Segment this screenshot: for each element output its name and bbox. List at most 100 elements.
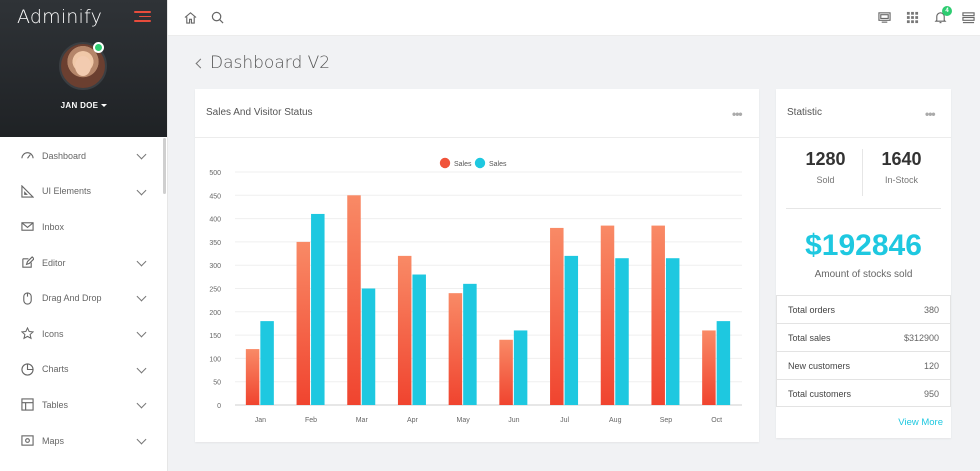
table-icon <box>20 398 34 412</box>
ruler-icon <box>20 184 34 198</box>
divider <box>862 149 863 196</box>
y-tick-label: 50 <box>213 380 221 387</box>
edit-icon <box>20 256 34 270</box>
y-tick-label: 200 <box>209 310 221 317</box>
stat-row-value: 380 <box>923 305 939 315</box>
x-tick-label: Mar <box>356 417 369 424</box>
search-icon[interactable] <box>210 10 224 24</box>
card-title: Sales And Visitor Status <box>206 107 313 118</box>
bar-aug-0 <box>600 225 615 405</box>
stock-value: 1640 <box>881 149 922 169</box>
sidebar-item-label: Icons <box>42 328 64 339</box>
stock-label: In-Stock <box>884 175 918 185</box>
stat-row-total-orders: Total orders 380 <box>776 295 951 323</box>
sidebar: Adminify JAN DOE Dashboard UI Elements I… <box>0 0 168 471</box>
sidebar-item-dashboard[interactable]: Dashboard <box>0 138 167 174</box>
amount-label: Amount of stocks sold <box>814 269 913 280</box>
user-menu[interactable]: JAN DOE <box>0 101 168 110</box>
list-menu-icon[interactable] <box>961 10 975 24</box>
caret-down-icon <box>101 104 108 108</box>
mail-icon <box>20 220 34 234</box>
bar-sep-0 <box>651 225 665 405</box>
card-header: Statistic ••• <box>776 89 951 138</box>
bar-may-1 <box>463 283 477 405</box>
brand-logo[interactable]: Adminify <box>17 6 103 28</box>
stat-row-value: $312900 <box>903 333 939 343</box>
y-tick-label: 350 <box>209 240 221 247</box>
sidebar-scrollbar[interactable] <box>163 138 166 194</box>
online-status-icon <box>93 42 104 53</box>
amount-value: $192846 <box>805 229 922 262</box>
bar-apr-0 <box>397 255 412 405</box>
stat-row-label: Total orders <box>788 305 836 315</box>
stat-row-total-sales: Total sales $312900 <box>776 323 951 351</box>
legend-marker <box>474 157 486 169</box>
more-options-icon[interactable]: ••• <box>732 107 743 121</box>
legend-marker <box>439 157 451 169</box>
home-icon[interactable] <box>183 10 197 24</box>
bar-oct-0 <box>702 330 716 405</box>
y-tick-label: 250 <box>209 287 221 294</box>
bar-apr-1 <box>412 274 426 405</box>
x-tick-label: Apr <box>407 417 419 424</box>
sidebar-item-maps[interactable]: Maps <box>0 423 167 459</box>
sidebar-item-label: Tables <box>42 399 69 410</box>
sidebar-item-tables[interactable]: Tables <box>0 387 167 423</box>
bar-aug-1 <box>615 258 629 405</box>
y-tick-label: 300 <box>209 263 221 270</box>
x-tick-label: Oct <box>711 417 722 424</box>
view-more-link[interactable]: View More <box>898 417 943 428</box>
menu-toggle-icon[interactable] <box>134 11 151 22</box>
stat-row-label: Total sales <box>788 333 831 343</box>
x-tick-label: Jul <box>560 417 569 424</box>
sidebar-item-icons[interactable]: Icons <box>0 316 167 352</box>
bar-jul-1 <box>564 255 579 405</box>
sidebar-item-drag-and-drop[interactable]: Drag And Drop <box>0 280 167 316</box>
sidebar-item-ui-elements[interactable]: UI Elements <box>0 174 167 210</box>
x-tick-label: Sep <box>660 417 673 424</box>
sidebar-header: Adminify JAN DOE <box>0 0 167 137</box>
sidebar-item-label: Inbox <box>42 221 65 232</box>
bar-mar-1 <box>361 288 376 405</box>
notification-badge: 4 <box>942 6 952 16</box>
sidebar-item-label: Charts <box>42 364 69 375</box>
more-options-icon[interactable]: ••• <box>925 107 936 121</box>
y-tick-label: 150 <box>209 333 221 340</box>
bar-feb-0 <box>296 241 311 405</box>
monitor-icon[interactable] <box>877 10 891 24</box>
sidebar-item-label: Editor <box>42 257 66 268</box>
chevron-down-icon <box>136 149 147 160</box>
divider <box>786 208 941 209</box>
x-tick-label: Jan <box>255 417 266 424</box>
page-title: Dashboard V2 <box>210 53 331 73</box>
sidebar-item-inbox[interactable]: Inbox <box>0 209 167 245</box>
bar-mar-0 <box>347 195 361 405</box>
legend-label: Sales <box>454 161 472 168</box>
stat-row-value: 950 <box>923 389 939 399</box>
chevron-down-icon <box>136 256 147 267</box>
sidebar-item-label: Maps <box>42 435 65 446</box>
sidebar-nav: Dashboard UI Elements Inbox Editor Drag … <box>0 137 167 458</box>
chevron-down-icon <box>136 185 147 196</box>
bar-jan-0 <box>245 349 260 405</box>
bar-sep-1 <box>665 258 680 405</box>
map-icon <box>20 434 34 448</box>
chevron-down-icon <box>136 363 147 374</box>
user-name: JAN DOE <box>60 101 99 110</box>
stat-row-label: Total customers <box>788 389 852 399</box>
bar-jul-0 <box>550 227 564 405</box>
apps-grid-icon[interactable] <box>905 10 919 24</box>
y-tick-label: 0 <box>217 403 221 410</box>
y-tick-label: 100 <box>209 356 221 363</box>
y-tick-label: 400 <box>209 217 221 224</box>
top-bar: 4 <box>168 0 980 36</box>
stat-row-value: 120 <box>923 361 939 371</box>
sidebar-item-charts[interactable]: Charts <box>0 352 167 388</box>
back-arrow-icon[interactable] <box>195 58 206 69</box>
chevron-down-icon <box>136 434 147 445</box>
mouse-icon <box>20 291 34 305</box>
sidebar-item-editor[interactable]: Editor <box>0 245 167 281</box>
x-tick-label: May <box>457 417 471 424</box>
x-tick-label: Aug <box>609 417 622 424</box>
chevron-down-icon <box>136 291 147 302</box>
